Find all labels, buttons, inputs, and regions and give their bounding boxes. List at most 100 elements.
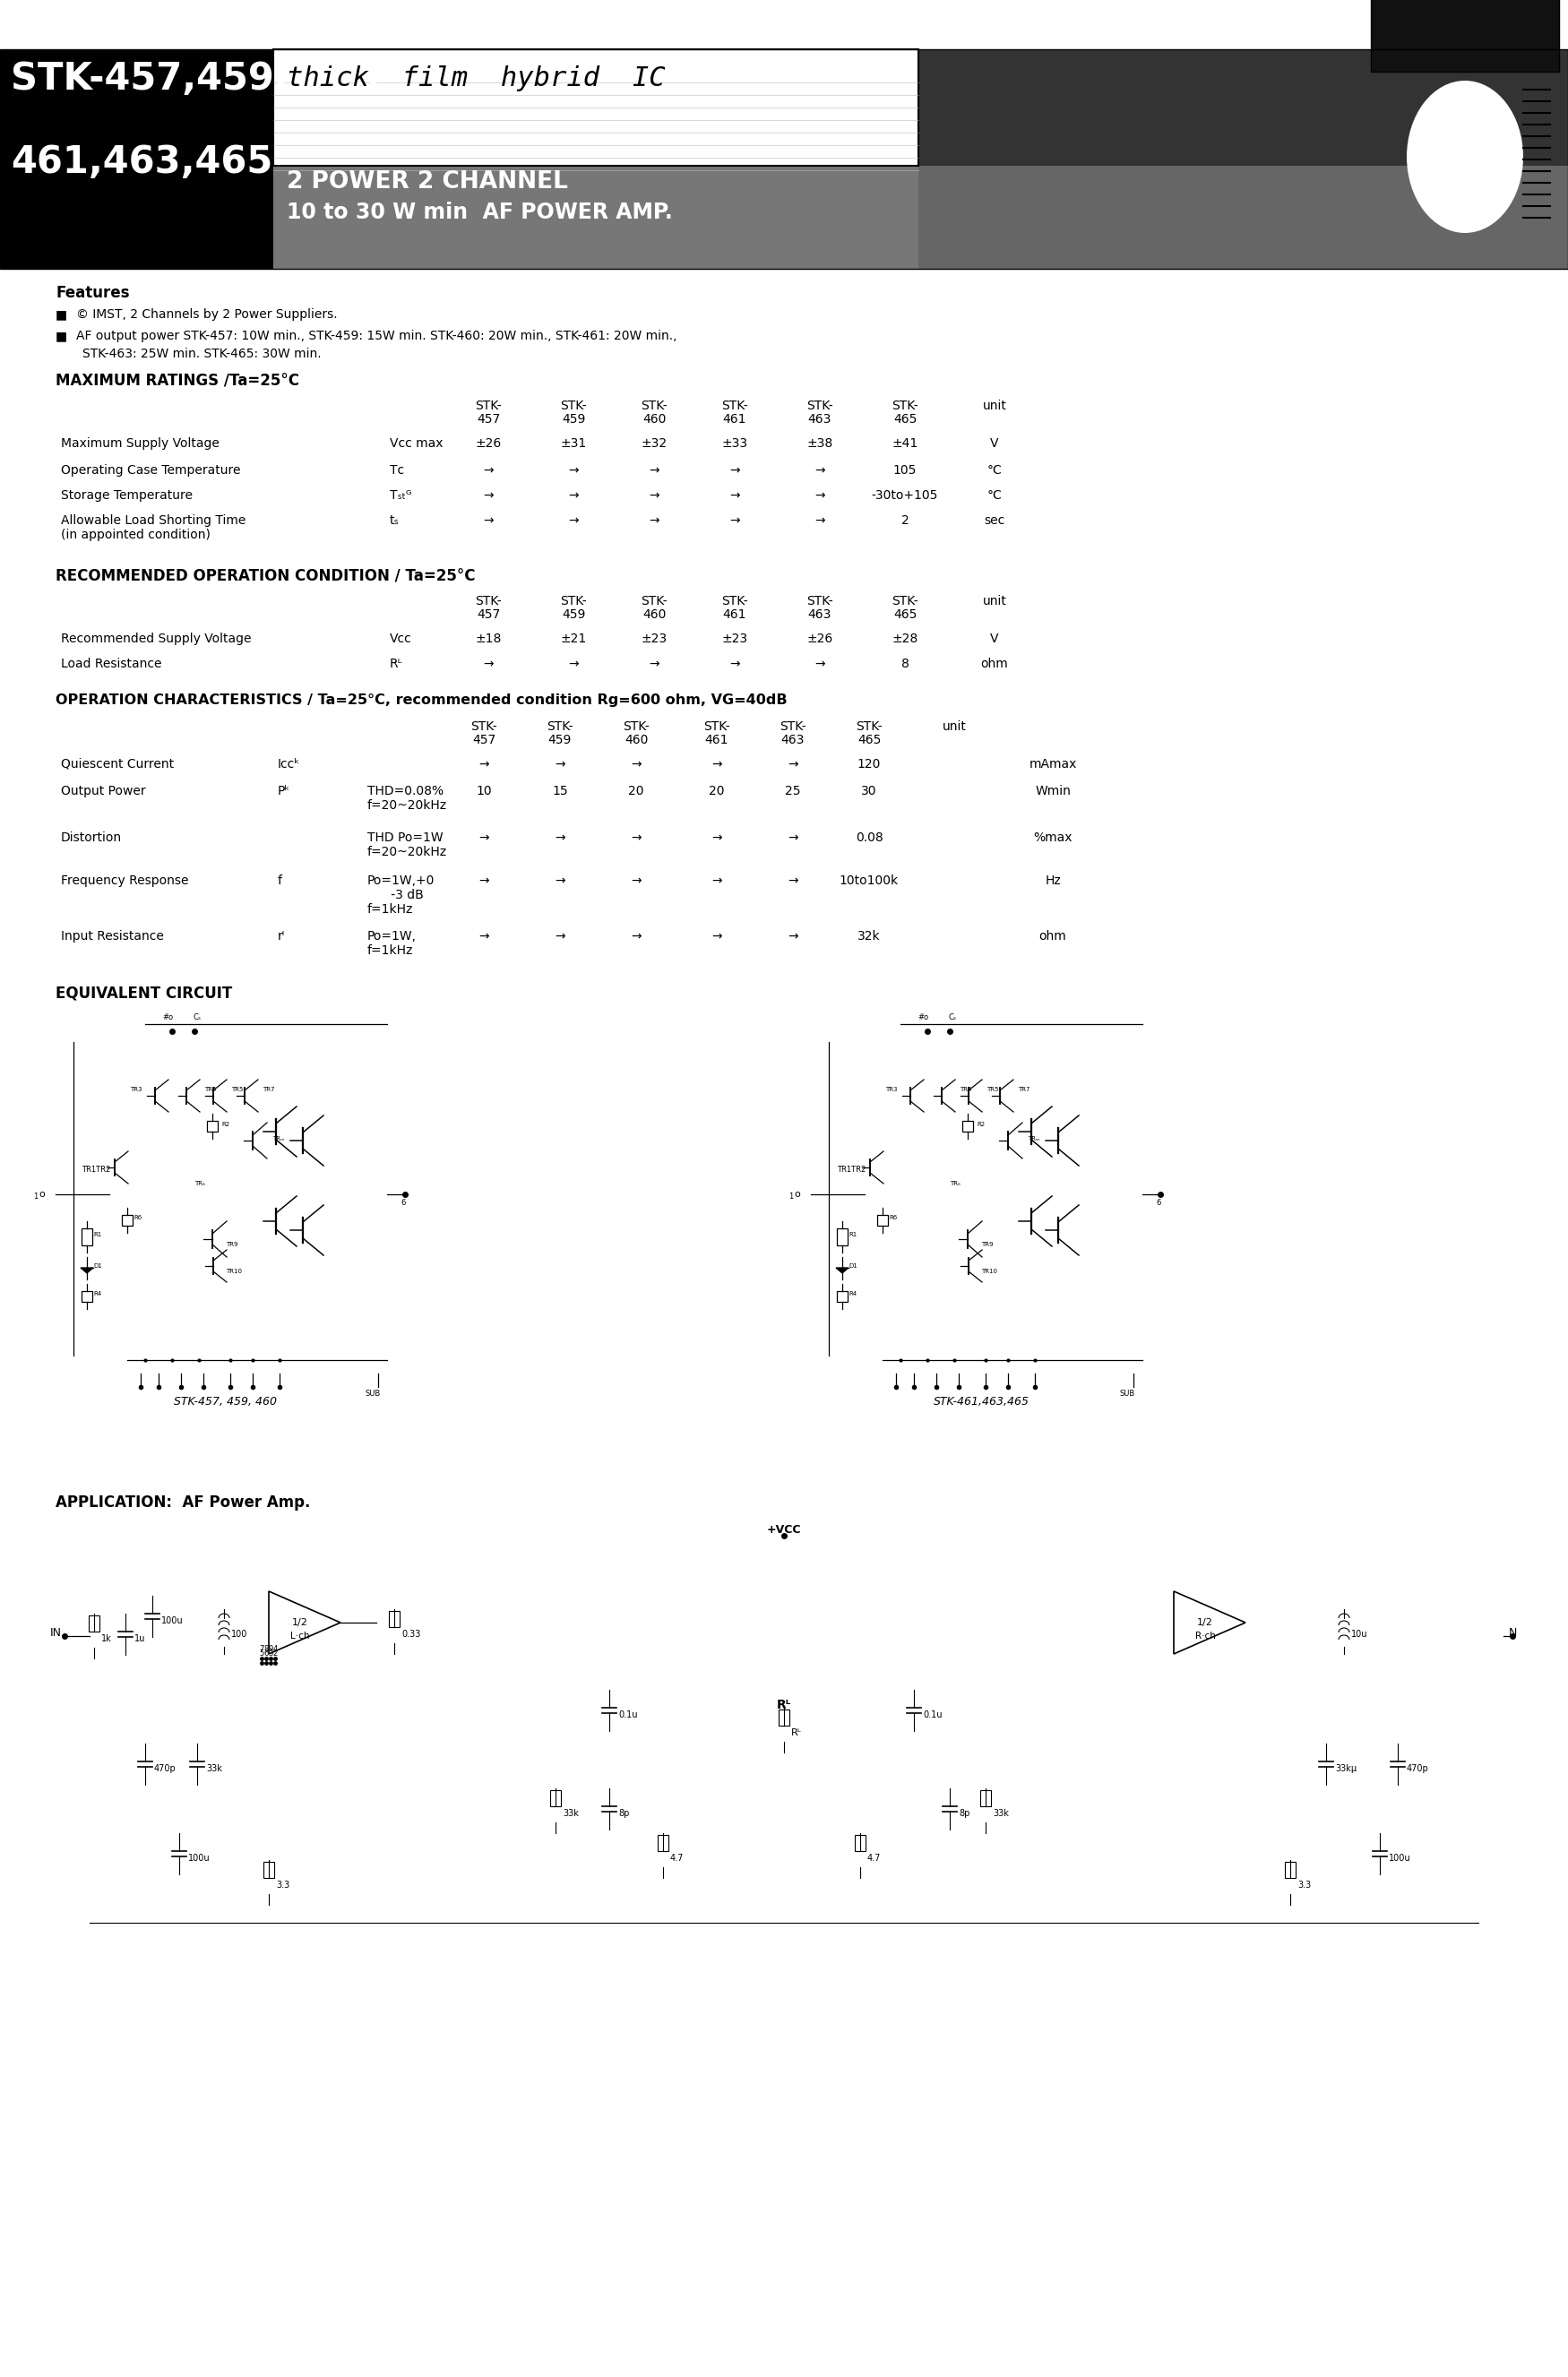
Text: ±33: ±33 (721, 437, 748, 449)
Text: Rᴸ: Rᴸ (792, 1728, 801, 1738)
Text: Input Resistance: Input Resistance (61, 929, 165, 944)
Text: →: → (555, 929, 564, 944)
Text: 8: 8 (902, 658, 909, 670)
Text: (in appointed condition): (in appointed condition) (61, 528, 210, 542)
Text: 4.7: 4.7 (867, 1854, 881, 1864)
Text: OPERATION CHARACTERISTICS / Ta=25°C, recommended condition Rg=600 ohm, VG=40dB: OPERATION CHARACTERISTICS / Ta=25°C, rec… (55, 694, 787, 706)
Text: STK-457, 459, 460: STK-457, 459, 460 (174, 1395, 278, 1407)
Text: STK-
461: STK- 461 (704, 720, 731, 746)
Text: o: o (795, 1191, 801, 1198)
Text: -30to+105: -30to+105 (872, 490, 938, 502)
Text: Cₛ: Cₛ (193, 1013, 201, 1022)
Text: 8p: 8p (958, 1809, 969, 1818)
Text: ohm: ohm (1040, 929, 1066, 944)
Text: STK-
457: STK- 457 (475, 399, 502, 425)
Text: STK-
461: STK- 461 (721, 399, 748, 425)
Text: 33kμ: 33kμ (1334, 1764, 1356, 1773)
Text: thick  film  hybrid  IC: thick film hybrid IC (287, 67, 665, 90)
Text: →: → (787, 875, 798, 887)
Text: ohm: ohm (982, 658, 1008, 670)
Text: 2 POWER 2 CHANNEL: 2 POWER 2 CHANNEL (287, 171, 568, 193)
Text: 10: 10 (477, 784, 492, 796)
Text: Pᵏ: Pᵏ (278, 784, 290, 796)
Text: 3.3: 3.3 (1297, 1880, 1311, 1890)
Text: Tᴄ: Tᴄ (390, 464, 405, 478)
Text: STK-
460: STK- 460 (641, 594, 668, 620)
Text: TR4: TR4 (204, 1086, 216, 1091)
Text: →: → (483, 513, 494, 528)
Text: →: → (478, 875, 489, 887)
Polygon shape (1174, 1590, 1245, 1654)
Text: R6: R6 (889, 1215, 897, 1219)
Text: 7: 7 (259, 1645, 263, 1652)
Ellipse shape (1406, 81, 1523, 233)
Text: ■: ■ (55, 309, 67, 321)
Text: MAXIMUM RATINGS /Ta=25°C: MAXIMUM RATINGS /Ta=25°C (55, 373, 299, 390)
Text: Rᴸ: Rᴸ (390, 658, 403, 670)
Text: TR1TR2: TR1TR2 (837, 1165, 866, 1174)
Text: 470p: 470p (1406, 1764, 1428, 1773)
Text: D1: D1 (93, 1262, 102, 1269)
Text: R·ch: R·ch (1195, 1631, 1215, 1640)
Text: 100u: 100u (1389, 1854, 1411, 1864)
Text: SUB: SUB (1120, 1391, 1135, 1398)
Text: TR4: TR4 (960, 1086, 972, 1091)
Text: ±32: ±32 (641, 437, 666, 449)
Text: Frequency Response: Frequency Response (61, 875, 188, 887)
Bar (273, 50, 919, 166)
Text: © IMST, 2 Channels by 2 Power Suppliers.: © IMST, 2 Channels by 2 Power Suppliers. (77, 309, 337, 321)
Text: tₛ: tₛ (390, 513, 400, 528)
Bar (919, 166, 1568, 269)
Text: 32k: 32k (858, 929, 881, 944)
Text: Features: Features (55, 285, 130, 302)
Bar (89, 1616, 99, 1631)
Text: 1: 1 (789, 1193, 793, 1200)
Text: sec: sec (985, 513, 1005, 528)
Text: STK-
459: STK- 459 (560, 594, 586, 620)
Text: ±23: ±23 (641, 632, 666, 644)
Text: 2: 2 (902, 513, 909, 528)
Text: ±28: ±28 (892, 632, 919, 644)
Text: 9: 9 (268, 1645, 273, 1652)
Text: 20: 20 (629, 784, 644, 796)
Text: Po=1W,
f=1kHz: Po=1W, f=1kHz (367, 929, 417, 958)
Text: →: → (649, 490, 659, 502)
Text: TR9: TR9 (982, 1241, 993, 1248)
Text: →: → (568, 464, 579, 478)
Text: unit: unit (983, 594, 1007, 609)
Text: Operating Case Temperature: Operating Case Temperature (61, 464, 240, 478)
Text: 1: 1 (33, 1193, 38, 1200)
Text: AF output power STK-457: 10W min., STK-459: 15W min. STK-460: 20W min., STK-461:: AF output power STK-457: 10W min., STK-4… (77, 330, 677, 342)
Text: STK-
463: STK- 463 (806, 594, 833, 620)
Bar (273, 166, 919, 269)
Text: SUB: SUB (365, 1391, 379, 1398)
Text: 1/2: 1/2 (1196, 1619, 1214, 1628)
Text: RECOMMENDED OPERATION CONDITION / Ta=25°C: RECOMMENDED OPERATION CONDITION / Ta=25°… (55, 568, 475, 585)
Polygon shape (836, 1267, 848, 1274)
Text: D1: D1 (848, 1262, 858, 1269)
Polygon shape (80, 1267, 93, 1274)
Bar (657, 1835, 668, 1852)
Bar (207, 1122, 218, 1131)
Text: 1u: 1u (135, 1635, 146, 1643)
Text: 105: 105 (894, 464, 917, 478)
Text: Tₛₜᴳ: Tₛₜᴳ (390, 490, 412, 502)
Text: STK-
465: STK- 465 (856, 720, 883, 746)
Text: Po=1W,+0
      -3 dB
f=1kHz: Po=1W,+0 -3 dB f=1kHz (367, 875, 434, 915)
Text: R2: R2 (221, 1122, 229, 1127)
Text: Iᴄᴄᵏ: Iᴄᴄᵏ (278, 758, 301, 770)
Text: Vᴄᴄ: Vᴄᴄ (390, 632, 412, 644)
Bar (877, 1215, 887, 1227)
Text: 6: 6 (263, 1650, 268, 1657)
Text: 10to100k: 10to100k (839, 875, 898, 887)
Bar (82, 1229, 93, 1246)
Bar (0, 50, 273, 269)
Text: TR5: TR5 (986, 1086, 999, 1091)
Text: 1k: 1k (102, 1635, 111, 1643)
Text: Rᴸ: Rᴸ (776, 1700, 792, 1711)
Text: Cₛ: Cₛ (949, 1013, 956, 1022)
Bar (550, 1790, 561, 1807)
Text: →: → (568, 490, 579, 502)
Text: →: → (478, 832, 489, 844)
Text: V: V (991, 632, 999, 644)
